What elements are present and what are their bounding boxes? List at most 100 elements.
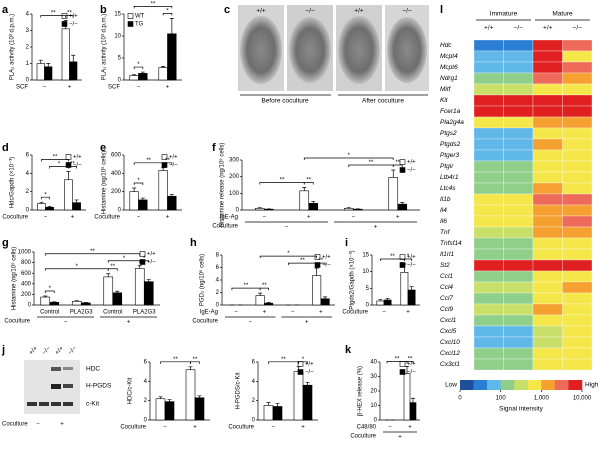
y-tick-label: 10 <box>114 34 121 40</box>
gene-label: Ccl1 <box>440 273 453 280</box>
x-row-label: Coculture <box>212 224 238 230</box>
x-row2-tick-label: + <box>305 320 309 326</box>
significance-label: ** <box>193 357 198 363</box>
panel-letter: d <box>2 142 9 154</box>
heatmap-cell <box>562 149 593 162</box>
y-tick-label: 6 <box>252 360 256 366</box>
x-tick-label: + <box>166 85 170 91</box>
bar <box>320 298 330 306</box>
legend-label: WT <box>135 14 145 20</box>
lane-label: −/− <box>67 345 79 357</box>
significance-bracket <box>268 361 299 364</box>
y-tick-label: 400 <box>21 281 32 287</box>
panel-letter: i <box>345 237 348 249</box>
error-bar <box>74 199 79 203</box>
heatmap-cell <box>532 39 563 52</box>
gene-label: Tnfsf14 <box>440 240 462 247</box>
gene-label: Cxcl10 <box>440 339 460 346</box>
y-axis-label: β-HEX release (%) <box>358 366 364 416</box>
heatmap-cell <box>473 237 504 250</box>
error-bar <box>158 396 163 399</box>
heatmap-cell <box>473 314 504 327</box>
significance-label: * <box>137 62 140 68</box>
heatmap-cell <box>562 160 593 173</box>
y-tick-label: 0 <box>26 208 30 214</box>
significance-bracket <box>41 196 50 200</box>
x-row2-tick-label: + <box>398 435 402 441</box>
heatmap-cell <box>473 347 504 360</box>
heatmap-cell <box>562 336 593 349</box>
y-axis-label: H-PGDS/c-Kit <box>236 372 242 409</box>
group-label: After coculture <box>362 98 404 105</box>
x-tick-label: − <box>262 215 266 221</box>
heatmap-cell <box>503 314 534 327</box>
significance-bracket <box>392 164 403 167</box>
error-bar <box>106 273 111 277</box>
y-axis-label: Histamine release (ng/10⁶ cells) <box>219 143 226 228</box>
colorbar-label: Signal intensity <box>499 406 543 413</box>
significance-label: * <box>143 256 146 262</box>
bar <box>36 63 45 81</box>
significance-label: ** <box>395 160 400 166</box>
y-tick-label: 0 <box>252 418 256 424</box>
heatmap-cell <box>532 105 563 118</box>
significance-bracket <box>107 260 141 263</box>
heatmap-cell <box>473 182 504 195</box>
panel-letter: k <box>345 344 352 356</box>
heatmap-cell <box>473 127 504 140</box>
lane-label: +/+ <box>28 345 40 357</box>
legend-label: +/+ <box>322 255 331 261</box>
error-bar <box>169 18 174 34</box>
significance-bracket <box>160 361 191 364</box>
heatmap-cell <box>562 182 593 195</box>
bar <box>61 28 70 81</box>
bar <box>155 398 166 421</box>
y-tick-label: 15 <box>114 12 121 18</box>
heatmap-cell <box>562 270 593 283</box>
bar <box>264 302 274 306</box>
heatmap-cell <box>562 116 593 129</box>
legend-swatch <box>399 369 406 375</box>
gene-label: Il1rl1 <box>440 251 454 258</box>
legend-swatch <box>297 369 304 375</box>
x-tick-label: − <box>43 85 47 91</box>
bar <box>158 170 168 211</box>
y-tick-label: 0 <box>236 208 240 214</box>
bar <box>134 268 145 306</box>
y-tick-label: 100 <box>229 191 240 197</box>
heatmap-cell <box>562 171 593 184</box>
heatmap-cell <box>532 61 563 74</box>
heatmap-cell <box>562 193 593 206</box>
heatmap-cell <box>503 237 534 250</box>
bar <box>263 208 274 211</box>
heatmap-cell <box>562 303 593 316</box>
bar <box>388 177 399 211</box>
panel-letter: c <box>224 4 230 16</box>
heatmap-cell <box>562 292 593 305</box>
y-tick-label: 4 <box>26 171 30 177</box>
bar <box>49 302 60 306</box>
heatmap-cell <box>473 204 504 217</box>
error-bar <box>38 59 43 64</box>
significance-label: * <box>348 153 351 159</box>
heatmap-cell <box>562 259 593 272</box>
legend-swatch <box>65 154 72 160</box>
column-label: +/+ <box>543 25 553 32</box>
y-tick-label: 5 <box>366 286 370 292</box>
y-tick-label: 200 <box>111 189 122 195</box>
significance-label: ** <box>319 258 324 264</box>
heatmap-cell <box>562 358 593 371</box>
heatmap-cell <box>562 248 593 261</box>
bar <box>376 300 385 306</box>
x-tick-label: Control <box>40 310 59 316</box>
heatmap-cell <box>503 105 534 118</box>
heatmap-cell <box>503 336 534 349</box>
cell <box>289 17 331 83</box>
y-tick-label: 15 <box>362 253 369 259</box>
heatmap-cell <box>473 116 504 129</box>
bar <box>167 195 177 211</box>
colorbar-segment <box>487 380 501 390</box>
group-label: Immature <box>490 11 518 18</box>
column-label: −/− <box>514 25 524 32</box>
heatmap-cell <box>473 94 504 107</box>
